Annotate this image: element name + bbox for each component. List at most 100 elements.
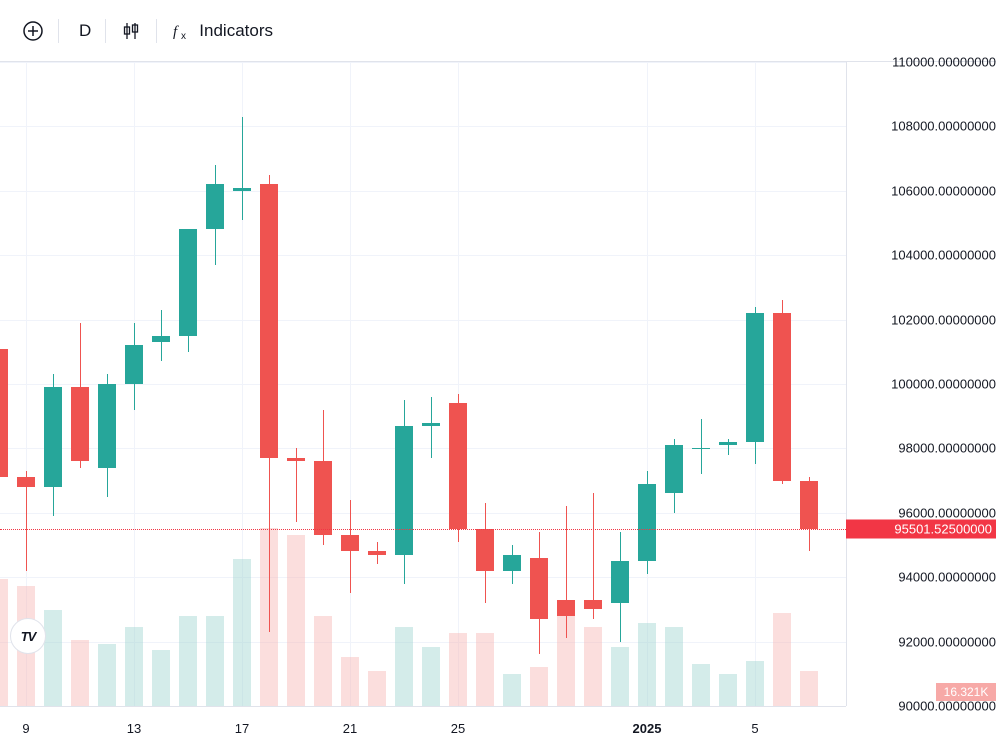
candle-body <box>557 600 575 616</box>
volume-bar <box>341 657 359 706</box>
candle-body <box>665 445 683 493</box>
candle-body <box>800 481 818 529</box>
volume-bar <box>287 535 305 706</box>
volume-bar <box>611 647 629 706</box>
price-tick-label: 102000.00000000 <box>846 312 996 327</box>
chart-area[interactable]: 110000.00000000108000.00000000106000.000… <box>0 62 996 706</box>
volume-bar <box>395 627 413 706</box>
price-tick-label: 92000.00000000 <box>846 634 996 649</box>
candle-wick <box>431 397 432 458</box>
time-tick-label: 9 <box>22 721 29 736</box>
candle-body <box>584 600 602 610</box>
volume-bar <box>179 616 197 706</box>
candle-body <box>287 458 305 461</box>
volume-bar <box>449 633 467 706</box>
volume-bar <box>206 616 224 706</box>
volume-bar <box>800 671 818 706</box>
candle-body <box>503 555 521 571</box>
price-tick-label: 110000.00000000 <box>846 55 996 70</box>
price-axis[interactable]: 110000.00000000108000.00000000106000.000… <box>846 62 996 706</box>
candle-body <box>395 426 413 555</box>
current-price-badge: 95501.52500000 <box>846 519 996 538</box>
price-tick-label: 96000.00000000 <box>846 505 996 520</box>
volume-bar <box>98 644 116 706</box>
time-tick-label: 2025 <box>633 721 662 736</box>
toolbar: D f x Indicators <box>0 0 996 62</box>
candle-body <box>179 229 197 335</box>
candle-wick <box>242 117 243 220</box>
candle-wick <box>566 506 567 638</box>
fx-icon: f x <box>171 20 193 42</box>
candle-body <box>233 188 251 191</box>
volume-bar <box>152 650 170 706</box>
volume-bar <box>314 616 332 706</box>
volume-bar <box>530 667 548 706</box>
candle-body <box>611 561 629 603</box>
price-tick-label: 98000.00000000 <box>846 441 996 456</box>
volume-bar <box>665 627 683 706</box>
candle-body <box>44 387 62 487</box>
volume-bar <box>71 640 89 706</box>
add-button[interactable] <box>8 11 58 51</box>
svg-text:f: f <box>173 24 179 40</box>
candle-body <box>206 184 224 229</box>
svg-text:x: x <box>181 31 186 42</box>
candle-body <box>71 387 89 461</box>
indicators-button[interactable]: f x Indicators <box>157 11 287 51</box>
volume-bar <box>503 674 521 706</box>
current-price-line <box>0 529 846 530</box>
indicators-label: Indicators <box>199 21 273 41</box>
candle-body <box>17 477 35 487</box>
volume-bar <box>368 671 386 706</box>
interval-selector[interactable]: D <box>59 11 105 51</box>
time-tick-label: 17 <box>235 721 249 736</box>
tradingview-logo[interactable]: TV <box>10 618 46 654</box>
candle-body <box>98 384 116 468</box>
price-tick-label: 106000.00000000 <box>846 183 996 198</box>
price-tick-label: 104000.00000000 <box>846 248 996 263</box>
candle-body <box>314 461 332 535</box>
candle-body <box>746 313 764 442</box>
candle-body <box>638 484 656 561</box>
candle-body <box>530 558 548 619</box>
time-axis[interactable]: 9 13 17 21 25 2025 5 <box>0 706 846 755</box>
candle-body <box>152 336 170 342</box>
interval-label: D <box>79 21 91 41</box>
candle-body <box>422 423 440 426</box>
candle-body <box>368 551 386 554</box>
price-tick-label: 100000.00000000 <box>846 377 996 392</box>
chart-type-button[interactable] <box>106 11 156 51</box>
volume-bar <box>125 627 143 706</box>
volume-bar <box>233 559 251 706</box>
time-tick-label: 13 <box>127 721 141 736</box>
volume-bar <box>773 613 791 706</box>
volume-bar <box>0 579 8 706</box>
volume-bar <box>692 664 710 706</box>
candle-body <box>341 535 359 551</box>
candle-body <box>449 403 467 529</box>
candle-body <box>476 529 494 571</box>
candle-body <box>719 442 737 445</box>
candle-body <box>260 184 278 458</box>
volume-bar <box>638 623 656 706</box>
plus-icon <box>22 20 44 42</box>
volume-badge: 16.321K <box>936 683 996 701</box>
candle-body <box>692 448 710 449</box>
candlestick-icon <box>120 20 142 42</box>
volume-bar <box>422 647 440 706</box>
time-tick-label: 21 <box>343 721 357 736</box>
price-tick-label: 108000.00000000 <box>846 119 996 134</box>
volume-bar <box>584 627 602 706</box>
volume-bar <box>746 661 764 706</box>
volume-bar <box>476 633 494 706</box>
time-tick-label: 5 <box>751 721 758 736</box>
candle-wick <box>701 419 702 474</box>
price-tick-label: 94000.00000000 <box>846 570 996 585</box>
candle-body <box>0 349 8 478</box>
time-tick-label: 25 <box>451 721 465 736</box>
volume-bar <box>719 674 737 706</box>
candlestick-layer <box>0 62 846 706</box>
candle-body <box>125 345 143 384</box>
candle-body <box>773 313 791 480</box>
volume-bar <box>44 610 62 706</box>
